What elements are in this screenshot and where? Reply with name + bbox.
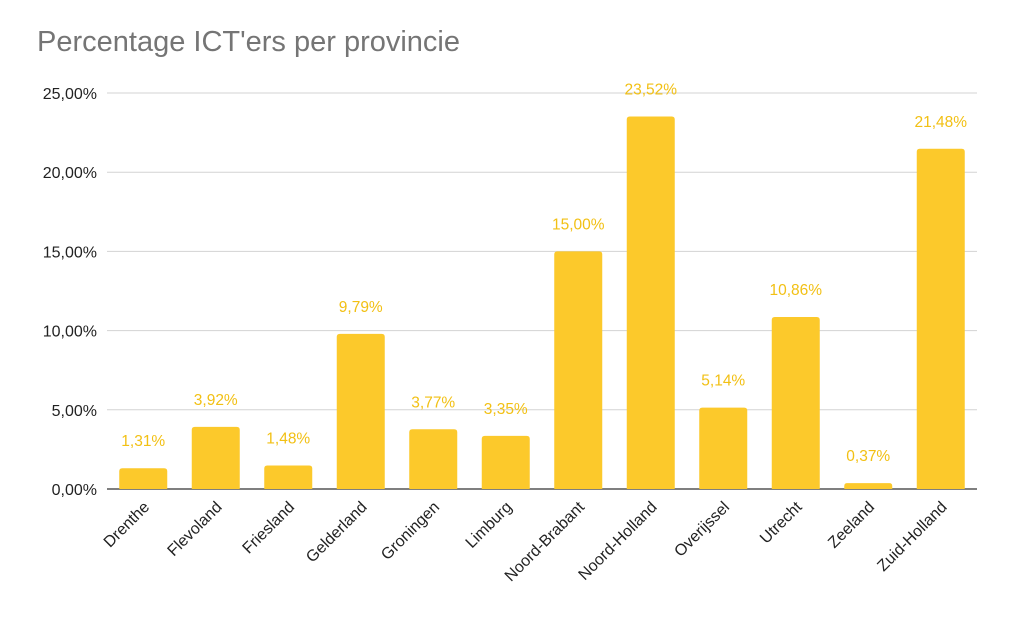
data-label: 1,48%	[266, 431, 310, 448]
x-tick-label: Zeeland	[825, 499, 878, 552]
bar	[626, 116, 675, 489]
bar	[844, 483, 893, 489]
bar	[916, 148, 965, 489]
data-label: 3,92%	[194, 392, 238, 409]
x-tick-label: Drenthe	[101, 499, 153, 551]
y-tick-label: 5,00%	[52, 403, 97, 420]
y-tick-label: 10,00%	[43, 324, 97, 341]
x-tick-label: Gelderland	[303, 499, 370, 566]
bar	[119, 468, 168, 489]
bar	[409, 429, 458, 489]
data-label: 9,79%	[339, 299, 383, 316]
y-tick-label: 15,00%	[43, 244, 97, 261]
data-label: 1,31%	[121, 433, 165, 450]
x-tick-label: Zuid-Holland	[874, 499, 950, 575]
bar	[336, 333, 385, 489]
gridlines	[107, 92, 977, 490]
x-tick-label: Groningen	[378, 499, 443, 564]
data-labels: 1,31% 3,92% 1,48% 9,79% 3,77% 3,35% 15,00% 23,5…	[121, 81, 967, 465]
bar	[481, 435, 530, 489]
x-tick-label: Noord-Holland	[576, 499, 661, 584]
x-tick-label: Friesland	[240, 499, 299, 558]
x-tick-label: Flevoland	[165, 499, 226, 560]
data-label: 21,48%	[914, 114, 967, 131]
bars	[119, 116, 965, 489]
bar	[771, 316, 820, 489]
y-tick-label: 25,00%	[43, 86, 97, 103]
data-label: 15,00%	[552, 216, 605, 233]
data-label: 3,77%	[411, 394, 455, 411]
x-axis-labels: Drenthe Flevoland Friesland Gelderland Groni…	[101, 498, 951, 585]
x-tick-label: Overijssel	[671, 499, 733, 561]
bar	[699, 407, 748, 489]
data-label: 23,52%	[624, 81, 677, 98]
x-tick-label: Limburg	[463, 499, 516, 552]
y-tick-label: 20,00%	[43, 165, 97, 182]
data-label: 5,14%	[701, 373, 745, 390]
bar	[264, 465, 313, 489]
bar	[554, 251, 603, 489]
data-label: 0,37%	[846, 448, 890, 465]
y-axis-ticks: 0,00% 5,00% 10,00% 15,00% 20,00% 25,00%	[43, 86, 97, 499]
chart-title: Percentage ICT'ers per provincie	[37, 26, 461, 58]
data-label: 3,35%	[484, 401, 528, 418]
y-tick-label: 0,00%	[52, 482, 97, 499]
data-label: 10,86%	[769, 282, 822, 299]
x-tick-label: Utrecht	[757, 498, 806, 547]
bar	[191, 426, 240, 489]
